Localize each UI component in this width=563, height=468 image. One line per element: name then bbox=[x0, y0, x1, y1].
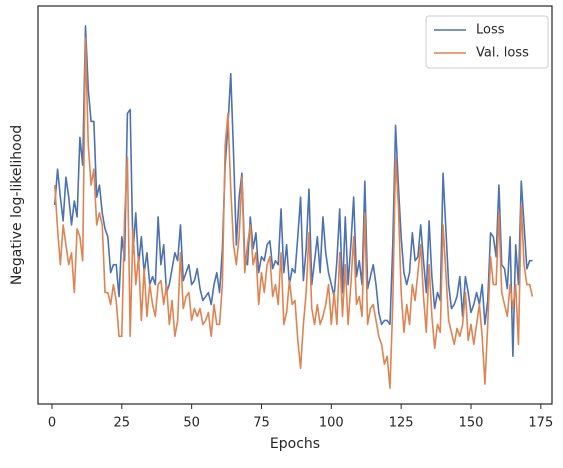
legend-label: Loss bbox=[476, 23, 505, 38]
x-tick-label: 25 bbox=[114, 416, 131, 431]
legend-label: Val. loss bbox=[476, 46, 529, 61]
x-tick-label: 75 bbox=[253, 416, 270, 431]
line-series bbox=[53, 25, 533, 358]
x-tick-label: 125 bbox=[389, 416, 414, 431]
line-series bbox=[53, 37, 534, 389]
legend-box bbox=[425, 15, 549, 69]
plot-frame bbox=[37, 5, 553, 405]
x-tick-label: 150 bbox=[459, 416, 484, 431]
x-tick-label: 100 bbox=[319, 416, 344, 431]
x-tick-label: 50 bbox=[183, 416, 200, 431]
y-axis-label: Negative log-likelihood bbox=[9, 125, 25, 285]
x-axis-label: Epochs bbox=[270, 436, 320, 452]
x-tick-label: 175 bbox=[528, 416, 553, 431]
x-tick-label: 0 bbox=[48, 416, 56, 431]
